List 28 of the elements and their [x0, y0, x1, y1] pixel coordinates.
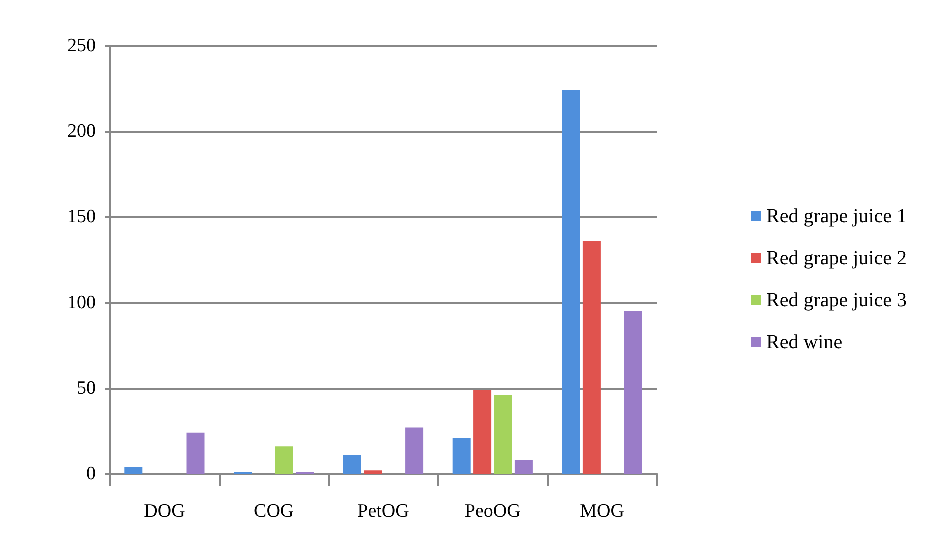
bar [124, 467, 143, 474]
bar [624, 311, 642, 474]
x-tick-label: DOG [144, 501, 186, 522]
legend-label: Red wine [766, 332, 843, 354]
bar [562, 90, 580, 474]
x-tick-label: PeoOG [464, 501, 522, 522]
bar [343, 455, 362, 474]
bar [494, 395, 512, 474]
y-tick-label: 150 [68, 206, 96, 228]
y-tick-label: 50 [77, 378, 96, 399]
x-tick-label: MOG [580, 501, 625, 522]
bar [364, 470, 382, 474]
legend-label: Red grape juice 1 [766, 206, 907, 228]
y-tick-label: 250 [68, 36, 96, 56]
y-tick-label: 200 [68, 121, 96, 142]
bar [582, 241, 601, 474]
legend-label: Red grape juice 2 [766, 248, 907, 270]
bar [275, 446, 294, 474]
x-tick-label: COG [254, 501, 294, 522]
bar [474, 390, 492, 474]
y-tick-label: 100 [68, 292, 96, 314]
x-tick-label: PetOG [358, 501, 410, 522]
bar [452, 438, 471, 474]
bar [514, 460, 533, 474]
bar [186, 432, 205, 474]
legend-label: Red grape juice 3 [766, 290, 907, 312]
y-tick-label: 0 [86, 464, 96, 484]
bar [406, 428, 424, 474]
